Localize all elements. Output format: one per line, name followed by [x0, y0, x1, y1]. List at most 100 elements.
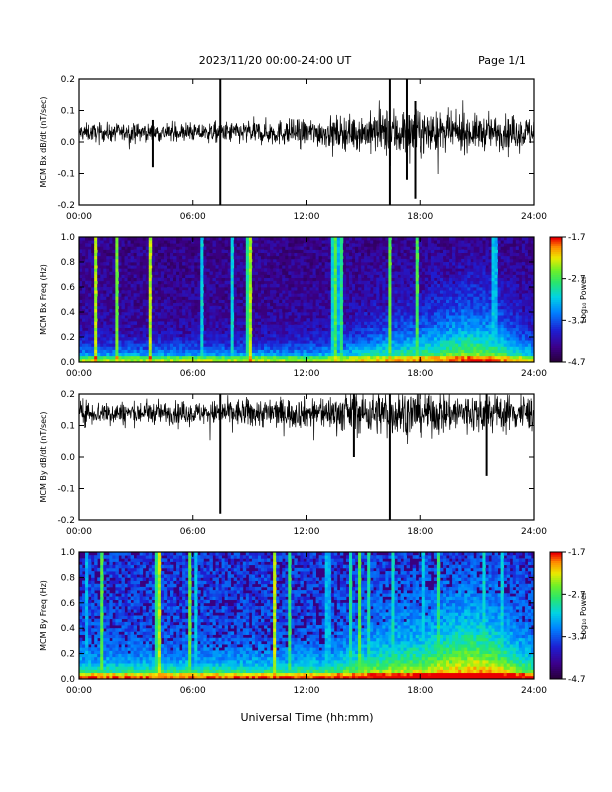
heat-cell — [333, 315, 338, 319]
heat-cell — [312, 249, 316, 254]
heat-cell — [385, 327, 389, 332]
heat-cell — [312, 358, 316, 363]
heat-cell — [509, 237, 514, 241]
heat-cell — [170, 346, 174, 350]
heat-cell — [173, 321, 177, 325]
heat-cell — [446, 262, 450, 266]
heat-cell — [94, 308, 98, 313]
heat-cell — [364, 358, 368, 363]
heat-cell — [506, 352, 511, 357]
heat-cell — [173, 315, 177, 319]
heat-cell — [500, 321, 505, 325]
heat-cell — [227, 287, 232, 291]
heat-cell — [518, 346, 523, 350]
heat-cell — [412, 287, 417, 291]
heat-cell — [94, 302, 98, 307]
heat-cell — [91, 255, 95, 260]
heat-cell — [512, 243, 517, 247]
heat-cell — [373, 305, 377, 310]
heat-cell — [391, 283, 395, 288]
heat-cell — [427, 237, 432, 241]
heat-cell — [521, 333, 526, 338]
heat-cell — [452, 237, 456, 241]
heat-cell — [345, 240, 350, 244]
heat-cell — [276, 327, 280, 332]
heat-cell — [79, 274, 83, 279]
heat-cell — [339, 258, 344, 263]
heat-cell — [82, 340, 86, 344]
heat-cell — [82, 355, 86, 360]
heat-cell — [409, 299, 414, 304]
heat-cell — [254, 280, 259, 285]
heat-cell — [330, 240, 335, 244]
heat-cell — [458, 346, 462, 350]
heat-cell — [370, 277, 374, 282]
heat-cell — [433, 280, 438, 285]
heat-cell — [339, 283, 344, 288]
heat-cell — [470, 252, 474, 257]
heat-cell — [436, 268, 441, 272]
heat-cell — [142, 268, 147, 272]
heat-cell — [424, 243, 429, 247]
heat-cell — [257, 287, 262, 291]
heat-cell — [185, 274, 189, 279]
heat-cell — [391, 280, 395, 285]
heat-cell — [491, 358, 495, 363]
heat-cell — [324, 355, 329, 360]
heat-cell — [494, 262, 498, 266]
heat-cell — [373, 312, 377, 316]
heat-cell — [197, 349, 201, 354]
heat-cell — [91, 349, 95, 354]
heat-cell — [485, 346, 489, 350]
heat-cell — [497, 237, 502, 241]
heat-cell — [509, 358, 514, 363]
heat-cell — [321, 318, 326, 322]
heat-cell — [154, 290, 159, 294]
heat-cell — [458, 318, 462, 322]
heat-cell — [467, 327, 471, 332]
heat-cell — [424, 315, 429, 319]
heat-cell — [315, 290, 320, 294]
heat-cell — [145, 305, 150, 310]
heat-cell — [470, 299, 474, 304]
heat-cell — [406, 258, 411, 263]
heat-cell — [173, 349, 177, 354]
heat-cell — [179, 318, 183, 322]
heat-cell — [500, 333, 505, 338]
heat-cell — [336, 283, 341, 288]
heat-cell — [251, 349, 256, 354]
heat-cell — [409, 352, 414, 357]
heat-cell — [236, 305, 241, 310]
heat-cell — [376, 246, 380, 250]
heat-cell — [461, 274, 465, 279]
heat-cell — [157, 268, 162, 272]
heat-cell — [406, 246, 411, 250]
heat-cell — [512, 271, 517, 275]
heat-cell — [218, 327, 222, 332]
heat-cell — [288, 337, 292, 341]
heat-cell — [361, 246, 365, 250]
heat-cell — [254, 308, 259, 313]
heat-cell — [418, 312, 423, 316]
heat-cell — [427, 333, 432, 338]
heat-cell — [267, 255, 271, 260]
heat-cell — [257, 358, 262, 363]
heat-cell — [85, 355, 89, 360]
heat-cell — [254, 343, 259, 347]
heat-cell — [127, 352, 131, 357]
heat-cell — [464, 352, 468, 357]
heat-cell — [385, 274, 389, 279]
heat-cell — [412, 290, 417, 294]
heat-cell — [388, 321, 392, 325]
heat-cell — [388, 355, 392, 360]
heat-cell — [288, 293, 292, 297]
heat-cell — [285, 327, 289, 332]
heat-cell — [382, 280, 386, 285]
heat-cell — [521, 330, 526, 335]
heat-cell — [88, 262, 92, 266]
heat-cell — [151, 277, 156, 282]
heat-cell — [430, 255, 435, 260]
heat-cell — [88, 240, 92, 244]
heat-cell — [512, 274, 517, 279]
heat-cell — [430, 358, 435, 363]
